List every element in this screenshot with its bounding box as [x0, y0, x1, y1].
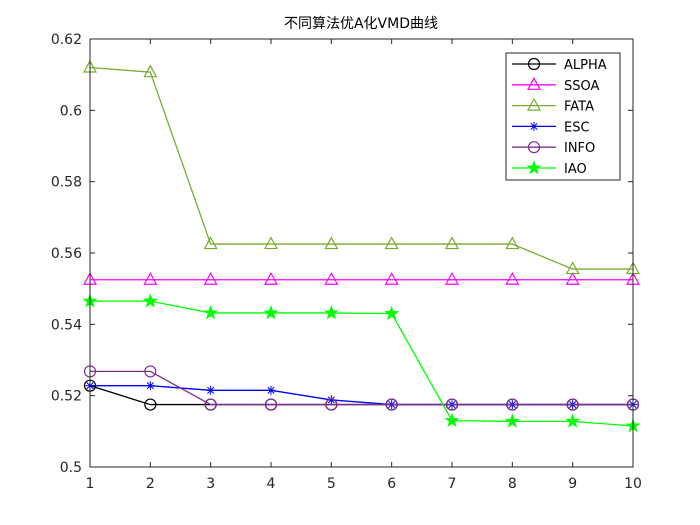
data-point-ssoa: [143, 271, 158, 285]
data-point-fata: [324, 236, 339, 250]
data-point-esc: [145, 381, 155, 391]
data-point-iao: [504, 413, 520, 428]
legend-item-iao: IAO: [512, 160, 587, 177]
data-point-alpha: [144, 398, 157, 411]
x-tick-label: 4: [267, 476, 276, 492]
data-point-info: [204, 398, 217, 411]
data-point-esc: [206, 385, 216, 395]
legend-marker-esc: [529, 121, 539, 131]
legend-item-alpha: ALPHA: [512, 57, 607, 73]
data-point-info: [445, 398, 459, 411]
legend-item-ssoa: SSOA: [512, 77, 600, 94]
data-point-fata: [384, 236, 399, 250]
x-tick-label: 3: [206, 476, 215, 492]
data-point-fata: [444, 236, 460, 250]
y-tick-label: 0.5: [60, 460, 82, 476]
data-point-ssoa: [565, 271, 580, 285]
data-point-ssoa: [444, 271, 460, 285]
legend-box: [505, 52, 621, 181]
axes-layer: 1 2 3 4 5 6 7 8 9 10 0.5 0.52 0.54 0.56 0.58 0.6 0.62: [51, 32, 642, 492]
data-point-iao: [565, 413, 581, 428]
legend-label-iao: IAO: [564, 162, 587, 177]
y-tick-label: 0.62: [51, 32, 82, 48]
chart-title: 不同算法优A化VMD曲线: [284, 16, 438, 32]
data-point-info: [325, 398, 338, 411]
data-point-ssoa: [203, 271, 218, 285]
data-point-info: [385, 398, 398, 411]
data-point-ssoa: [384, 271, 399, 285]
series-info: [83, 365, 640, 411]
data-point-iao: [384, 305, 400, 321]
data-point-info: [144, 365, 157, 378]
legend-marker-fata: [526, 97, 542, 111]
series-ssoa: [82, 271, 641, 285]
legend-label-alpha: ALPHA: [564, 58, 607, 73]
legend-marker-iao: [526, 160, 542, 175]
data-point-esc: [266, 385, 276, 395]
x-tick-label: 9: [568, 476, 577, 492]
legend-item-fata: FATA: [512, 97, 594, 115]
data-point-ssoa: [263, 271, 279, 285]
data-point-iao: [444, 412, 460, 428]
x-tick-label: 1: [86, 476, 95, 492]
legend-label-info: INFO: [564, 141, 595, 156]
legend-label-ssoa: SSOA: [564, 79, 600, 94]
data-point-fata: [565, 261, 580, 275]
series-line-iao: [90, 300, 634, 427]
data-point-info: [264, 398, 278, 411]
data-point-fata: [263, 236, 279, 250]
data-point-iao: [263, 305, 279, 320]
data-point-ssoa: [505, 271, 520, 285]
data-point-iao: [323, 305, 339, 320]
legend-marker-alpha: [527, 57, 541, 71]
x-tick-label: 7: [448, 476, 457, 492]
data-point-fata: [505, 236, 520, 250]
x-tick-label: 10: [624, 476, 642, 492]
x-tick-label: 8: [508, 476, 517, 492]
x-tick-label: 5: [327, 476, 336, 492]
y-tick-label: 0.6: [60, 103, 82, 119]
legend-item-info: INFO: [512, 141, 595, 156]
legend-label-esc: ESC: [564, 120, 590, 135]
x-tick-label: 2: [146, 476, 155, 492]
data-point-fata: [143, 64, 158, 78]
data-point-fata: [203, 236, 218, 250]
y-tick-label: 0.52: [51, 389, 82, 405]
legend-marker-info: [527, 141, 541, 154]
x-tick-label: 6: [387, 476, 396, 492]
legend-marker-ssoa: [526, 77, 542, 90]
y-tick-label: 0.54: [51, 317, 82, 333]
data-point-info: [506, 398, 519, 411]
y-tick-label: 0.58: [51, 175, 82, 191]
data-point-iao: [142, 293, 158, 308]
legend-label-fata: FATA: [564, 100, 594, 115]
legend-item-esc: ESC: [512, 120, 590, 135]
series-line-info: [90, 370, 633, 406]
data-point-ssoa: [324, 271, 339, 285]
y-tick-label: 0.56: [51, 246, 82, 262]
data-point-info: [566, 398, 579, 411]
series-line-fata: [89, 66, 633, 270]
data-point-iao: [203, 305, 219, 320]
legend: ALPHA SSOA FATA ESC INFO IAO: [505, 52, 621, 181]
